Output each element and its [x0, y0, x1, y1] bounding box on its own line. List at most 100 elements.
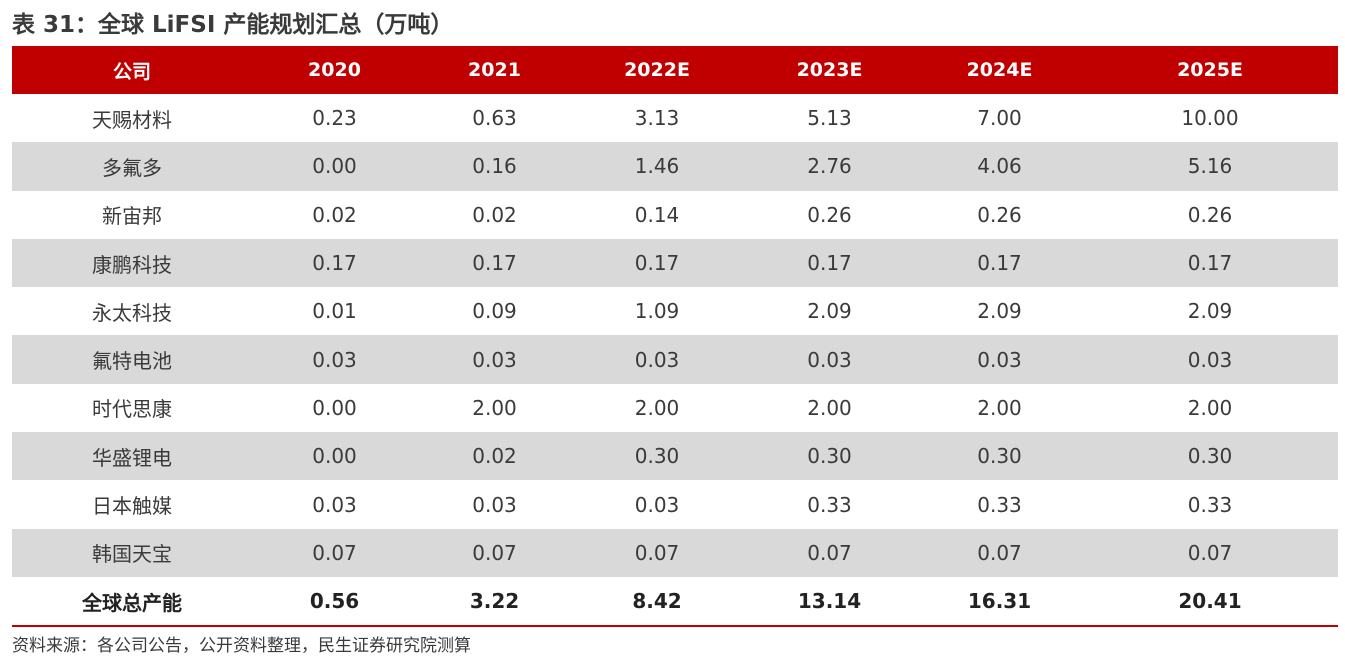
table-row: 康鹏科技 0.17 0.17 0.17 0.17 0.17 0.17: [12, 238, 1338, 288]
company-cell: 时代思康: [92, 397, 172, 422]
value-cell: 2.09: [977, 299, 1022, 324]
bottom-rule: [12, 625, 1338, 627]
value-cell: 5.16: [1082, 142, 1338, 191]
value-cell: 0.03: [742, 335, 917, 384]
table-row: 韩国天宝 0.07 0.07 0.07 0.07 0.07 0.07: [12, 528, 1338, 577]
value-cell: 4.06: [917, 142, 1082, 191]
value-cell: 0.33: [807, 492, 852, 517]
value-cell: 0.02: [417, 432, 572, 481]
company-cell: 日本触媒: [92, 494, 172, 519]
value-cell: 0.63: [472, 106, 517, 131]
table-row: 华盛锂电 0.00 0.02 0.30 0.30 0.30 0.30: [12, 432, 1338, 481]
company-cell: 全球总产能: [82, 590, 182, 615]
table-header-row: 公司 2020 2021 2022E 2023E 2024E 2025E: [12, 46, 1338, 94]
value-cell: 0.03: [472, 492, 517, 517]
value-cell: 0.03: [312, 492, 357, 517]
value-cell: 0.09: [472, 299, 517, 324]
value-cell: 0.17: [742, 238, 917, 288]
company-cell: 永太科技: [92, 300, 172, 325]
value-cell: 0.26: [807, 202, 852, 227]
value-cell: 0.02: [312, 202, 357, 227]
value-cell: 0.17: [917, 238, 1082, 288]
value-cell: 0.07: [742, 528, 917, 577]
value-cell: 2.00: [807, 395, 852, 420]
source-note: 资料来源：各公司公告，公开资料整理，民生证券研究院测算: [12, 636, 471, 656]
value-cell: 20.41: [1178, 589, 1242, 614]
table-row: 氟特电池 0.03 0.03 0.03 0.03 0.03 0.03: [12, 335, 1338, 384]
value-cell: 0.00: [312, 395, 357, 420]
value-cell: 0.30: [572, 432, 742, 481]
capacity-table: 公司 2020 2021 2022E 2023E 2024E 2025E 天赐材…: [12, 46, 1338, 625]
value-cell: 0.17: [417, 238, 572, 288]
value-cell: 1.09: [634, 299, 680, 324]
header-cell-2023e: 2023E: [742, 46, 917, 94]
value-cell: 0.17: [572, 238, 742, 288]
value-cell: 1.46: [572, 142, 742, 191]
value-cell: 0.17: [252, 238, 417, 288]
table-row: 时代思康 0.00 2.00 2.00 2.00 2.00 2.00: [12, 384, 1338, 432]
company-cell: 天赐材料: [92, 107, 172, 132]
company-cell: 氟特电池: [12, 335, 252, 384]
value-cell: 0.03: [917, 335, 1082, 384]
value-cell: 2.00: [472, 395, 517, 420]
value-cell: 2.76: [742, 142, 917, 191]
value-cell: 0.07: [572, 528, 742, 577]
company-cell: 华盛锂电: [12, 432, 252, 481]
value-cell: 3.22: [469, 589, 520, 614]
value-cell: 0.30: [1082, 432, 1338, 481]
value-cell: 0.14: [634, 202, 680, 227]
company-cell: 韩国天宝: [12, 528, 252, 577]
header-cell-2021: 2021: [417, 46, 572, 94]
table-row: 新宙邦 0.02 0.02 0.14 0.26 0.26 0.26: [12, 191, 1338, 239]
table-row: 日本触媒 0.03 0.03 0.03 0.33 0.33 0.33: [12, 480, 1338, 528]
company-cell: 康鹏科技: [12, 238, 252, 288]
table-title: 表 31：全球 LiFSI 产能规划汇总（万吨）: [12, 12, 454, 38]
company-cell: 新宙邦: [102, 204, 162, 229]
value-cell: 0.56: [309, 589, 360, 614]
header-cell-2020: 2020: [252, 46, 417, 94]
company-cell: 多氟多: [12, 142, 252, 191]
value-cell: 2.09: [807, 299, 852, 324]
value-cell: 0.26: [1187, 202, 1233, 227]
value-cell: 0.02: [472, 202, 517, 227]
value-cell: 0.23: [312, 106, 357, 131]
value-cell: 0.00: [252, 432, 417, 481]
value-cell: 0.16: [417, 142, 572, 191]
header-cell-company: 公司: [12, 46, 252, 94]
value-cell: 3.13: [634, 106, 680, 131]
value-cell: 0.03: [1082, 335, 1338, 384]
value-cell: 0.30: [742, 432, 917, 481]
value-cell: 0.07: [917, 528, 1082, 577]
header-cell-2025e: 2025E: [1082, 46, 1338, 94]
value-cell: 0.03: [572, 335, 742, 384]
value-cell: 2.00: [634, 395, 680, 420]
table-row: 永太科技 0.01 0.09 1.09 2.09 2.09 2.09: [12, 287, 1338, 335]
header-cell-2022e: 2022E: [572, 46, 742, 94]
value-cell: 0.07: [417, 528, 572, 577]
value-cell: 2.00: [1187, 395, 1233, 420]
value-cell: 16.31: [967, 589, 1032, 614]
value-cell: 5.13: [807, 106, 852, 131]
value-cell: 0.00: [252, 142, 417, 191]
value-cell: 2.09: [1187, 299, 1233, 324]
value-cell: 7.00: [977, 106, 1022, 131]
table-row: 天赐材料 0.23 0.63 3.13 5.13 7.00 10.00: [12, 94, 1338, 142]
value-cell: 0.17: [1082, 238, 1338, 288]
value-cell: 2.00: [977, 395, 1022, 420]
value-cell: 0.07: [252, 528, 417, 577]
value-cell: 0.03: [634, 492, 680, 517]
value-cell: 10.00: [1181, 106, 1239, 131]
table-total-row: 全球总产能 0.56 3.22 8.42 13.14 16.31 20.41: [12, 577, 1338, 625]
value-cell: 13.14: [797, 589, 862, 614]
value-cell: 0.07: [1082, 528, 1338, 577]
value-cell: 0.03: [417, 335, 572, 384]
header-cell-2024e: 2024E: [917, 46, 1082, 94]
value-cell: 0.30: [917, 432, 1082, 481]
value-cell: 0.26: [977, 202, 1022, 227]
value-cell: 8.42: [632, 589, 682, 614]
value-cell: 0.03: [252, 335, 417, 384]
value-cell: 0.01: [312, 299, 357, 324]
value-cell: 0.33: [977, 492, 1022, 517]
table-row: 多氟多 0.00 0.16 1.46 2.76 4.06 5.16: [12, 142, 1338, 191]
value-cell: 0.33: [1187, 492, 1233, 517]
